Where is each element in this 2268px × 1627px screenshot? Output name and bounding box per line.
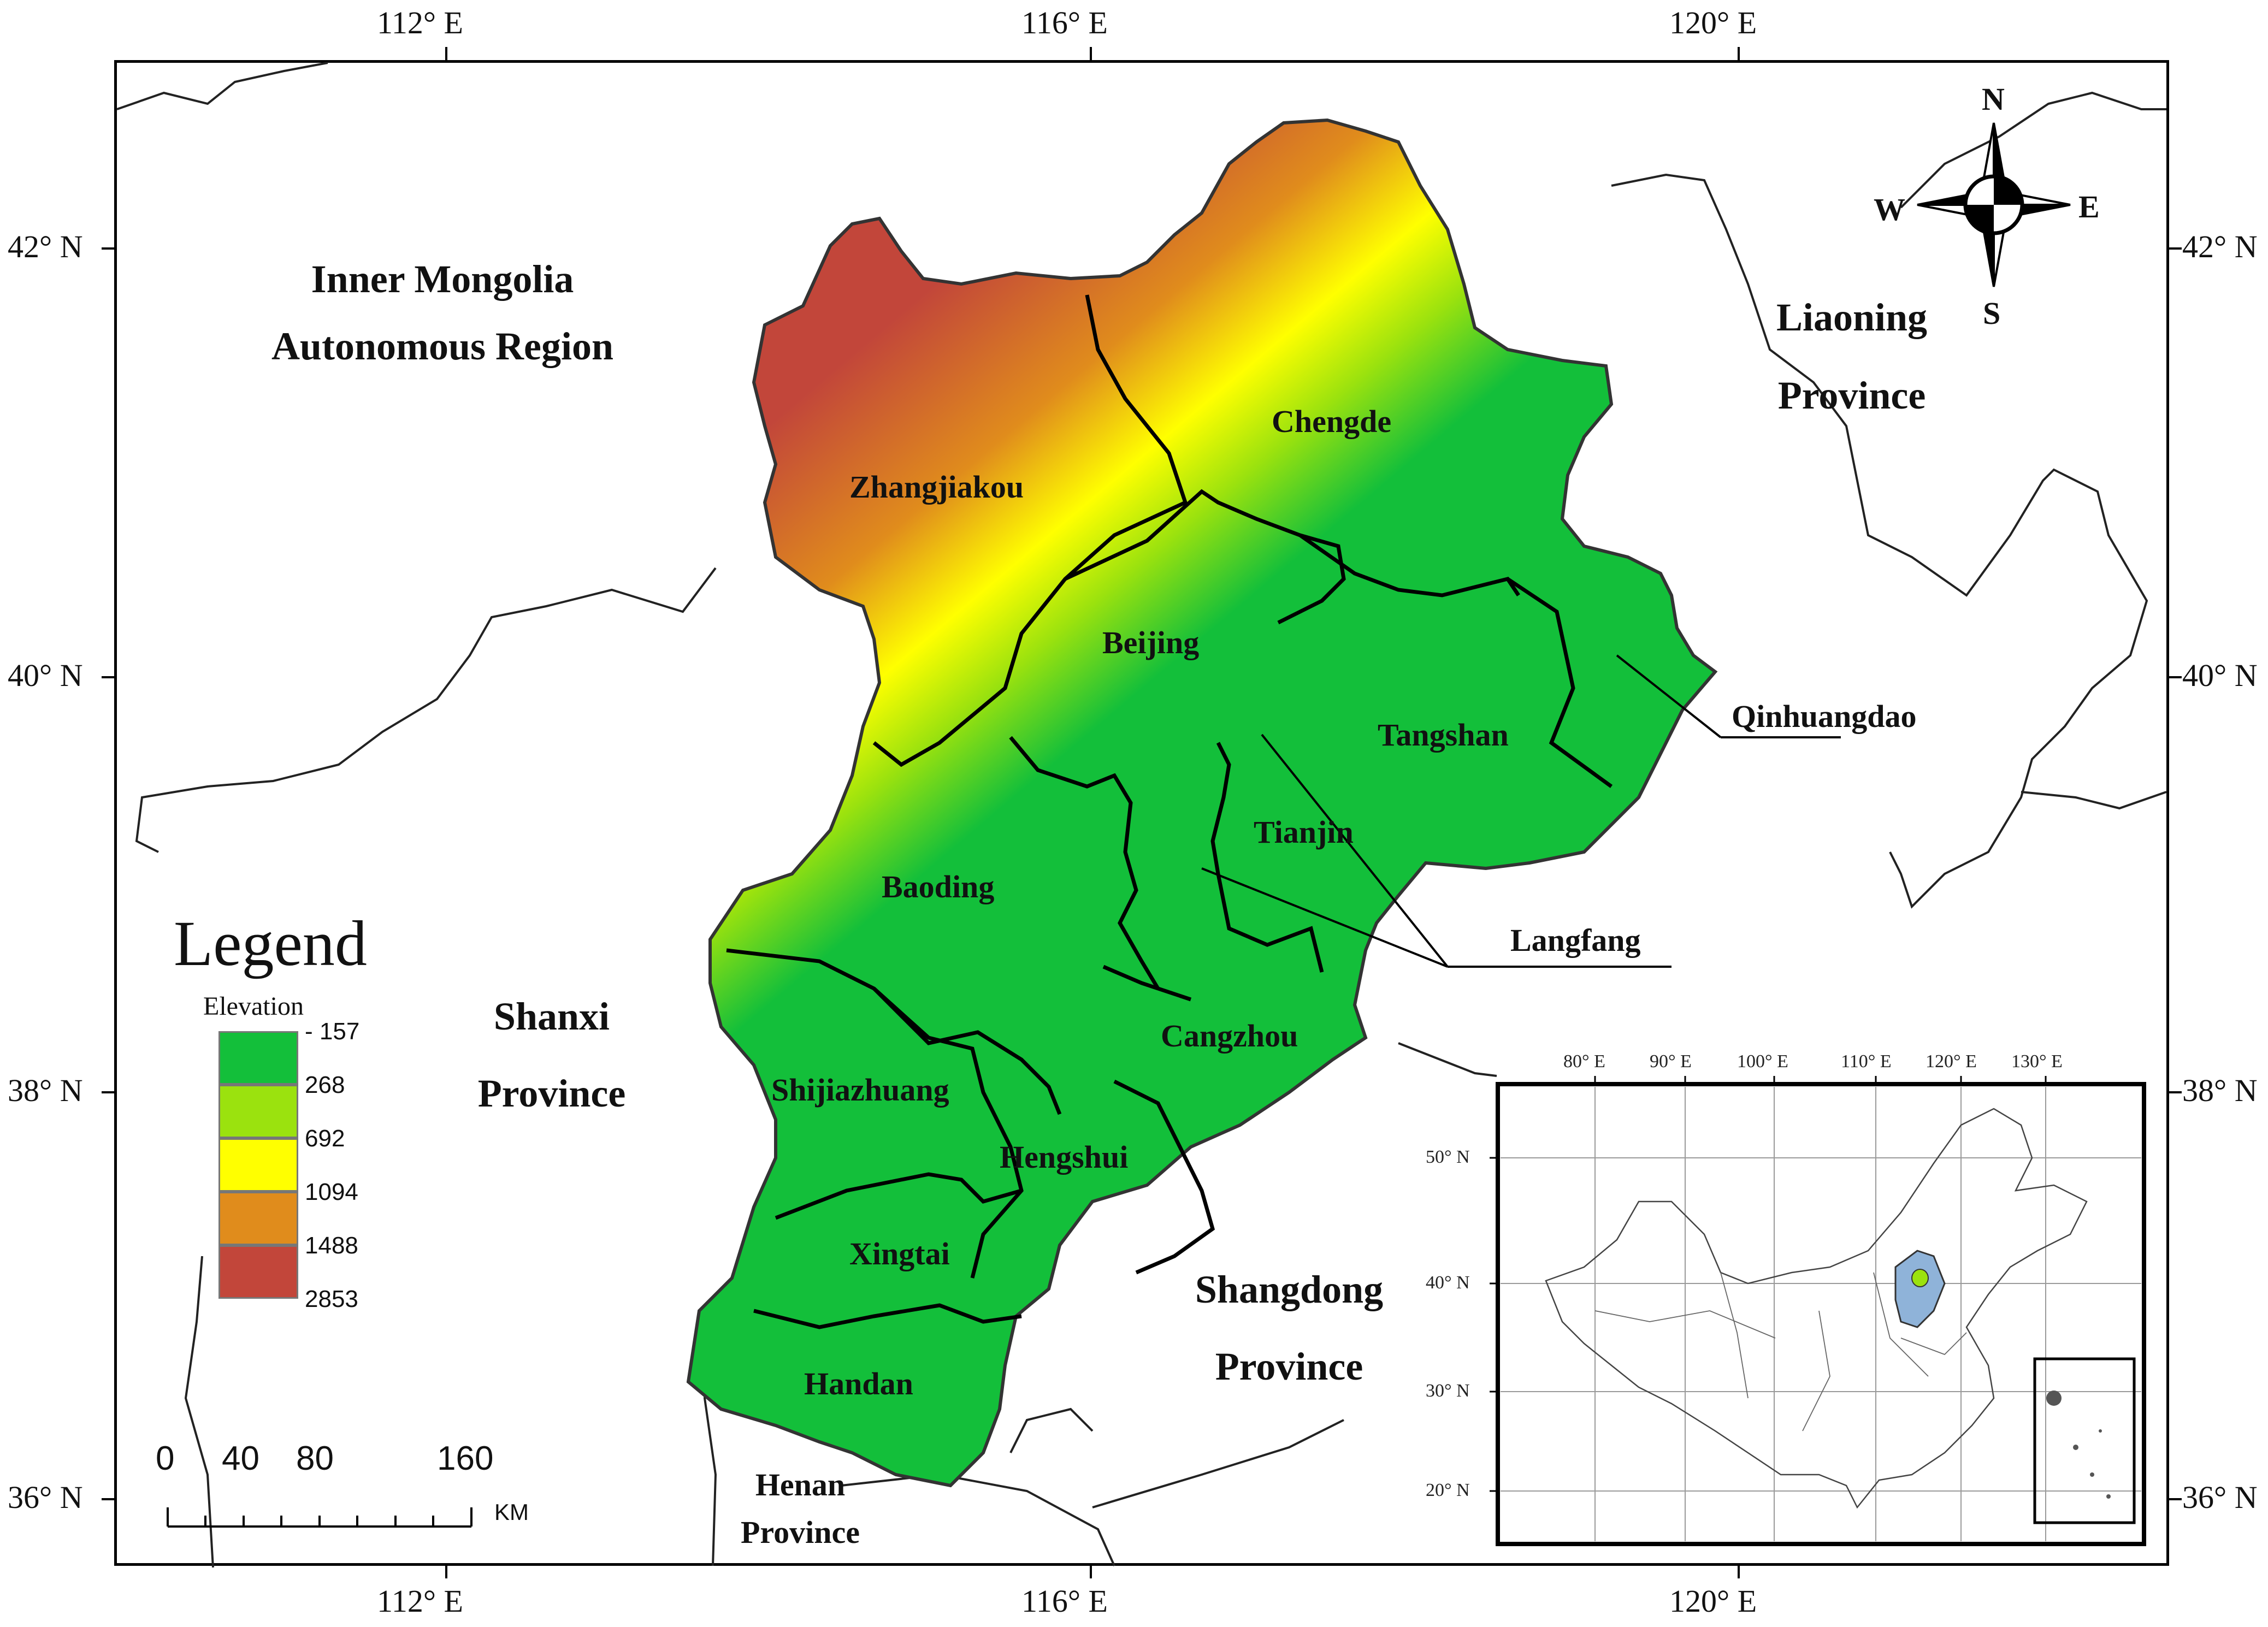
city-label-tianjin: Tianjin (1254, 814, 1354, 850)
legend-value: 2853 (305, 1286, 358, 1312)
city-label-shijiazhuang: Shijiazhuang (771, 1072, 949, 1108)
inset-lat-label: 30° N (1426, 1381, 1470, 1401)
compass-east-label: E (2078, 189, 2100, 224)
lon-label-top-116: 116° E (1021, 5, 1108, 40)
legend-value: 1094 (305, 1179, 358, 1205)
legend-swatch (218, 1192, 298, 1245)
legend-value: - 157 (305, 1018, 360, 1045)
inset-lon-label: 90° E (1650, 1051, 1692, 1072)
region-label-line: Liaoning (1776, 295, 1928, 339)
scale-label-0: 0 (156, 1440, 175, 1477)
prefecture-boundaries (726, 294, 1613, 1329)
legend-value: 1488 (305, 1232, 358, 1259)
inset-lat-label: 20° N (1426, 1480, 1470, 1500)
lon-label-top-120: 120° E (1669, 5, 1757, 40)
region-label-line: Inner Mongolia (311, 257, 574, 301)
lon-label-bottom-120: 120° E (1669, 1583, 1757, 1619)
lat-label-left-36: 36° N (8, 1480, 83, 1515)
legend-value: 268 (305, 1072, 345, 1098)
city-label-hengshui: Hengshui (1000, 1139, 1129, 1175)
lon-label-bottom-116: 116° E (1021, 1583, 1108, 1619)
scale-bar (167, 1507, 472, 1528)
region-label-line: Henan (755, 1467, 846, 1502)
legend-swatch (218, 1031, 298, 1085)
city-label-handan: Handan (804, 1366, 913, 1401)
region-label-line: Shanxi (493, 995, 610, 1038)
scale-label-80: 80 (296, 1440, 334, 1477)
lat-label-left-42: 42° N (8, 229, 83, 264)
city-label-baoding: Baoding (882, 869, 995, 904)
compass-rose (1917, 122, 2071, 287)
legend-value: 692 (305, 1125, 345, 1152)
region-label-line: Province (1777, 374, 1926, 417)
inset-study-area (1894, 1250, 1946, 1328)
region-label-shandong: Shangdong Province (1158, 1267, 1420, 1389)
lon-label-top-112: 112° E (377, 5, 463, 40)
inset-lon-label: 130° E (2011, 1051, 2063, 1072)
region-label-line: Province (477, 1072, 626, 1115)
region-label-shanxi: Shanxi Province (448, 994, 655, 1116)
inset-lon-label: 120° E (1926, 1051, 1977, 1072)
compass-south-label: S (1983, 295, 2001, 331)
leader-lines (1201, 654, 1841, 968)
lat-label-right-40: 40° N (2182, 658, 2258, 693)
inset-lon-label: 110° E (1841, 1051, 1892, 1072)
inset-china-outline (1545, 1108, 2088, 1509)
scale-unit-label: KM (494, 1499, 529, 1525)
lat-label-left-40: 40° N (8, 658, 83, 693)
graticule-ticks (102, 47, 2182, 1578)
region-label-line: Province (1215, 1345, 1363, 1388)
city-label-qinhuangdao: Qinhuangdao (1732, 699, 1917, 734)
region-label-liaoning: Liaoning Province (1737, 295, 1966, 418)
scale-label-160: 160 (437, 1440, 494, 1477)
region-label-henan: Henan Province (710, 1466, 890, 1551)
region-label-inner-mongolia: Inner Mongolia Autonomous Region (229, 257, 655, 369)
lat-label-right-36: 36° N (2182, 1480, 2258, 1515)
city-label-tangshan: Tangshan (1378, 717, 1509, 753)
inset-map (1490, 1076, 2146, 1546)
legend-subtitle: Elevation (203, 992, 304, 1021)
compass-west-label: W (1874, 192, 1905, 227)
scale-label-40: 40 (222, 1440, 259, 1477)
lat-label-right-38: 38° N (2182, 1073, 2258, 1108)
region-label-line: Shangdong (1195, 1268, 1384, 1311)
legend-swatch (218, 1138, 298, 1192)
study-area (686, 118, 1718, 1488)
city-label-beijing: Beijing (1102, 625, 1200, 660)
city-label-xingtai: Xingtai (849, 1236, 950, 1271)
inset-lon-label: 100° E (1737, 1051, 1788, 1072)
region-label-line: Autonomous Region (271, 324, 614, 368)
city-label-chengde: Chengde (1272, 404, 1392, 439)
lat-label-left-38: 38° N (8, 1073, 83, 1108)
compass-north-label: N (1982, 81, 2005, 117)
legend-title: Legend (174, 908, 367, 979)
lat-label-right-42: 42° N (2182, 229, 2258, 264)
lon-label-bottom-112: 112° E (377, 1583, 463, 1619)
region-label-line: Province (741, 1514, 860, 1550)
inset-lat-label: 50° N (1426, 1147, 1470, 1167)
inset-lon-label: 80° E (1563, 1051, 1605, 1072)
city-label-zhangjiakou: Zhangjiakou (849, 469, 1024, 505)
city-label-langfang: Langfang (1510, 922, 1641, 958)
province-boundaries (116, 62, 2167, 1568)
city-label-cangzhou: Cangzhou (1161, 1018, 1298, 1054)
legend-swatch (218, 1245, 298, 1299)
inset-lat-label: 40° N (1426, 1273, 1470, 1293)
legend-swatch (218, 1085, 298, 1138)
